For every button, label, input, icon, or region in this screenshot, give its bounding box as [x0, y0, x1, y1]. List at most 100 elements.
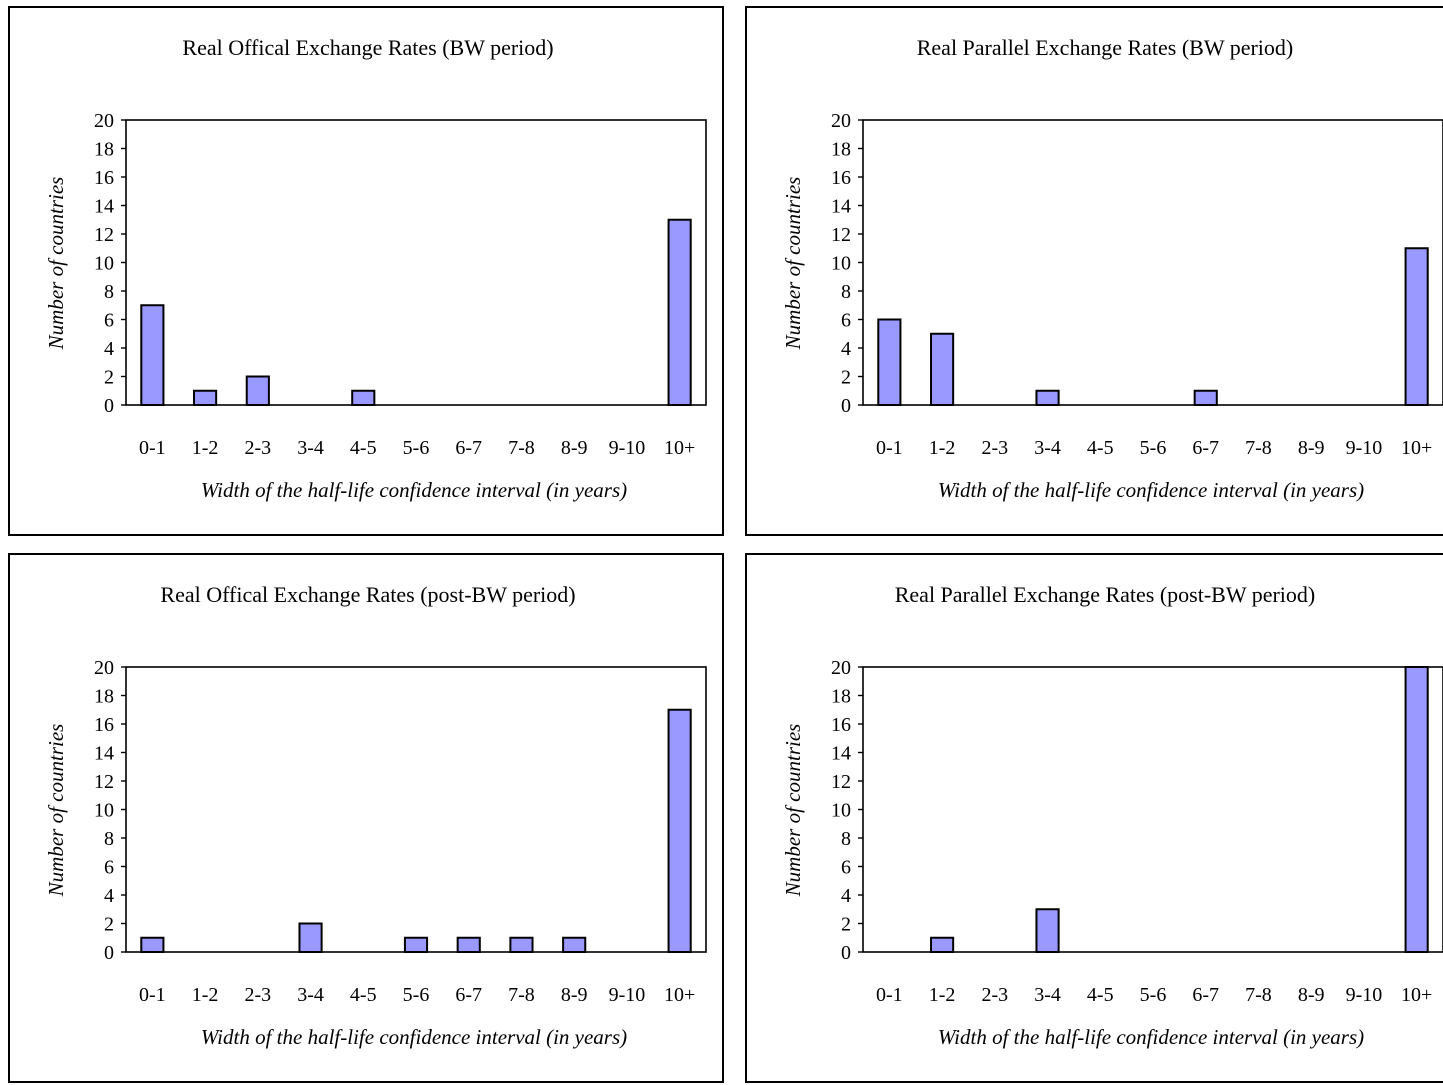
y-tick-label: 14: [94, 743, 114, 765]
chart-title: Real Parallel Exchange Rates (BW period): [917, 35, 1294, 60]
plot-frame: [125, 119, 707, 406]
bar-10+: [667, 708, 692, 953]
y-tick-label: 4: [104, 885, 114, 907]
plot-area: 0 2 4 6 8 10 12 14 16 18 20 0-1 1-2 2-3 3-4 4-5 5-6 6-7 7-…: [831, 657, 1443, 1006]
y-axis-label: Number of countries: [781, 724, 805, 898]
y-tick-label: 20: [94, 657, 114, 679]
chart-panel-parallel-post-bw: Real Parallel Exchange Rates (post-BW pe…: [745, 553, 1443, 1083]
y-tick-label: 6: [841, 310, 851, 332]
x-tick-label: 8-9: [1298, 984, 1325, 1006]
x-tick-label: 7-8: [1245, 437, 1272, 459]
y-tick-label: 20: [831, 657, 851, 679]
y-tick-label: 12: [831, 224, 851, 246]
x-tick-label: 5-6: [1140, 984, 1167, 1006]
y-tick-label: 18: [94, 139, 114, 161]
x-tick-label: 3-4: [1034, 437, 1061, 459]
y-tick-label: 16: [831, 714, 851, 736]
x-tick-label: 1-2: [929, 437, 956, 459]
chart-svg: Real Parallel Exchange Rates (post-BW pe…: [781, 582, 1443, 1049]
y-tick-label: 8: [841, 828, 851, 850]
x-tick-label: 5-6: [403, 984, 430, 1006]
y-tick-label: 18: [831, 139, 851, 161]
bar-6-7: [1193, 389, 1218, 406]
y-tick-label: 2: [841, 367, 851, 389]
x-tick-label: 4-5: [1087, 437, 1114, 459]
y-tick-label: 10: [831, 800, 851, 822]
x-tick-label: 6-7: [1192, 984, 1219, 1006]
x-tick-label: 0-1: [139, 984, 166, 1006]
x-tick-label: 1-2: [192, 984, 219, 1006]
chart-panel-official-bw: Real Offical Exchange Rates (BW period) …: [8, 6, 724, 536]
x-tick-label: 0-1: [876, 984, 903, 1006]
x-tick-label: 10+: [1401, 437, 1432, 459]
x-tick-label: 8-9: [561, 984, 588, 1006]
x-tick-label: 8-9: [561, 437, 588, 459]
x-tick-label: 1-2: [929, 984, 956, 1006]
chart-title: Real Offical Exchange Rates (BW period): [182, 35, 553, 60]
y-tick-label: 20: [831, 110, 851, 132]
x-tick-label: 7-8: [1245, 984, 1272, 1006]
plot-area: 0 2 4 6 8 10 12 14 16 18 20 0-1 1-2 2-3 3-4 4-5 5-6 6-7 7-…: [831, 110, 1443, 459]
y-tick-label: 2: [104, 914, 114, 936]
bar-6-7: [456, 936, 481, 953]
x-tick-label: 9-10: [609, 984, 646, 1006]
y-tick-label: 4: [841, 338, 851, 360]
y-axis-label: Number of countries: [44, 177, 68, 351]
y-tick-label: 8: [841, 281, 851, 303]
y-tick-label: 0: [841, 395, 851, 417]
y-tick-label: 0: [841, 942, 851, 964]
x-tick-label: 2-3: [981, 984, 1008, 1006]
x-tick-label: 5-6: [1140, 437, 1167, 459]
bar-0-1: [140, 304, 165, 406]
y-tick-label: 18: [94, 686, 114, 708]
chart-title: Real Offical Exchange Rates (post-BW per…: [160, 582, 575, 607]
chart-panel-parallel-bw: Real Parallel Exchange Rates (BW period)…: [745, 6, 1443, 536]
plot-frame: [125, 666, 707, 953]
bar-8-9: [562, 936, 587, 953]
y-tick-label: 16: [94, 167, 114, 189]
y-tick-label: 18: [831, 686, 851, 708]
y-axis-label: Number of countries: [781, 177, 805, 351]
x-tick-label: 3-4: [297, 984, 324, 1006]
chart-svg: Real Offical Exchange Rates (BW period) …: [44, 35, 707, 502]
x-tick-label: 7-8: [508, 437, 535, 459]
bar-10+: [1404, 247, 1429, 406]
bar-3-4: [1035, 908, 1060, 953]
x-tick-label: 0-1: [876, 437, 903, 459]
chart-title: Real Parallel Exchange Rates (post-BW pe…: [895, 582, 1316, 607]
x-tick-label: 9-10: [1346, 984, 1383, 1006]
y-tick-label: 12: [94, 224, 114, 246]
y-tick-label: 8: [104, 828, 114, 850]
bar-1-2: [193, 389, 218, 406]
y-tick-label: 14: [831, 743, 851, 765]
x-tick-label: 0-1: [139, 437, 166, 459]
bar-0-1: [140, 936, 165, 953]
chart-svg: Real Parallel Exchange Rates (BW period)…: [781, 35, 1443, 502]
y-tick-label: 10: [94, 253, 114, 275]
bar-3-4: [298, 922, 323, 953]
x-tick-label: 6-7: [455, 437, 482, 459]
bar-10+: [667, 218, 692, 406]
y-tick-label: 8: [104, 281, 114, 303]
x-tick-label: 4-5: [1087, 984, 1114, 1006]
y-tick-label: 6: [841, 857, 851, 879]
bar-7-8: [509, 936, 534, 953]
y-tick-label: 6: [104, 857, 114, 879]
plot-area: 0 2 4 6 8 10 12 14 16 18 20 0-1 1-2 2-3 3-4 4-5 5-6 6-7 7-…: [94, 657, 707, 1006]
y-tick-label: 4: [841, 885, 851, 907]
y-tick-label: 14: [831, 196, 851, 218]
x-tick-label: 9-10: [1346, 437, 1383, 459]
x-tick-label: 3-4: [1034, 984, 1061, 1006]
y-tick-label: 20: [94, 110, 114, 132]
y-tick-label: 10: [831, 253, 851, 275]
x-tick-label: 7-8: [508, 984, 535, 1006]
x-axis-label: Width of the half-life confidence interv…: [201, 478, 627, 502]
x-tick-label: 3-4: [297, 437, 324, 459]
y-tick-label: 0: [104, 395, 114, 417]
bar-4-5: [351, 389, 376, 406]
x-axis-label: Width of the half-life confidence interv…: [201, 1025, 627, 1049]
x-tick-label: 8-9: [1298, 437, 1325, 459]
y-tick-label: 12: [94, 771, 114, 793]
x-tick-label: 1-2: [192, 437, 219, 459]
bar-1-2: [930, 332, 955, 406]
